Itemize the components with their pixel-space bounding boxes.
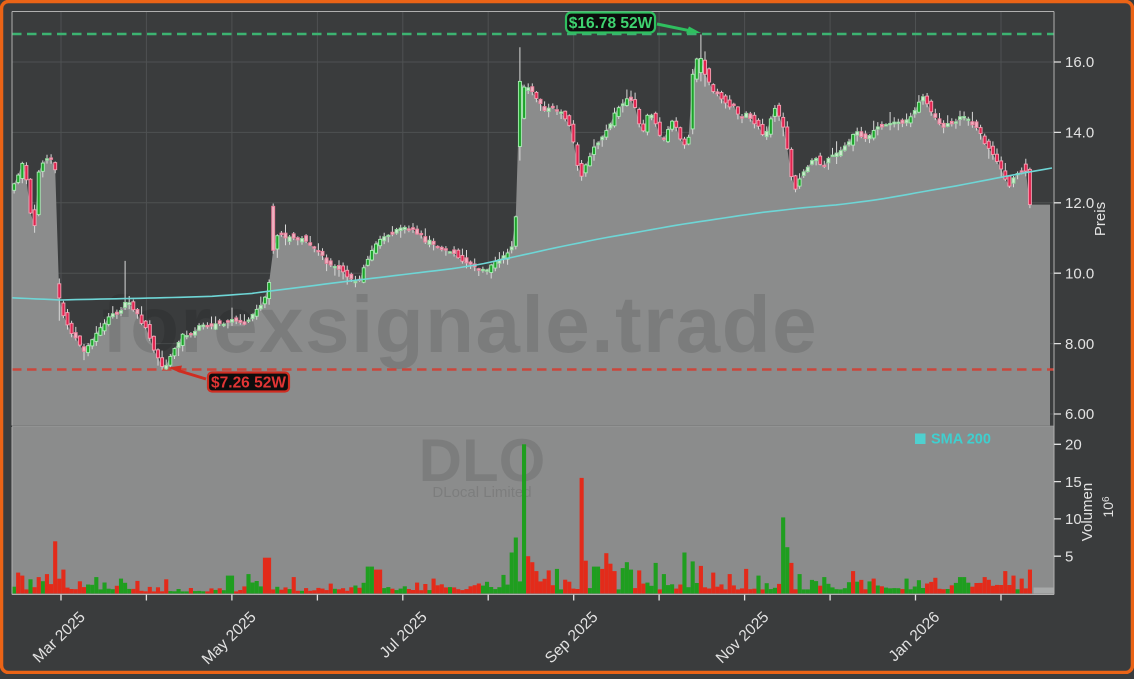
svg-text:16.0: 16.0 — [1065, 54, 1094, 71]
svg-text:DLocal Limited: DLocal Limited — [432, 484, 531, 501]
svg-text:6.00: 6.00 — [1065, 406, 1094, 423]
svg-text:forexsignale.trade: forexsignale.trade — [102, 280, 818, 369]
svg-text:$7.26 52W: $7.26 52W — [211, 375, 286, 392]
svg-text:5: 5 — [1065, 548, 1073, 565]
svg-text:SMA 200: SMA 200 — [931, 432, 991, 448]
svg-text:Volumen: Volumen — [1079, 483, 1096, 541]
svg-text:20: 20 — [1065, 437, 1082, 454]
svg-text:10: 10 — [1065, 511, 1082, 528]
svg-text:$16.78 52W: $16.78 52W — [569, 15, 653, 32]
svg-text:10.0: 10.0 — [1065, 265, 1094, 282]
svg-text:15: 15 — [1065, 474, 1082, 491]
svg-text:12.0: 12.0 — [1065, 195, 1094, 212]
svg-text:8.00: 8.00 — [1065, 336, 1094, 353]
svg-text:Preis: Preis — [1092, 202, 1109, 236]
svg-text:14.0: 14.0 — [1065, 125, 1094, 142]
